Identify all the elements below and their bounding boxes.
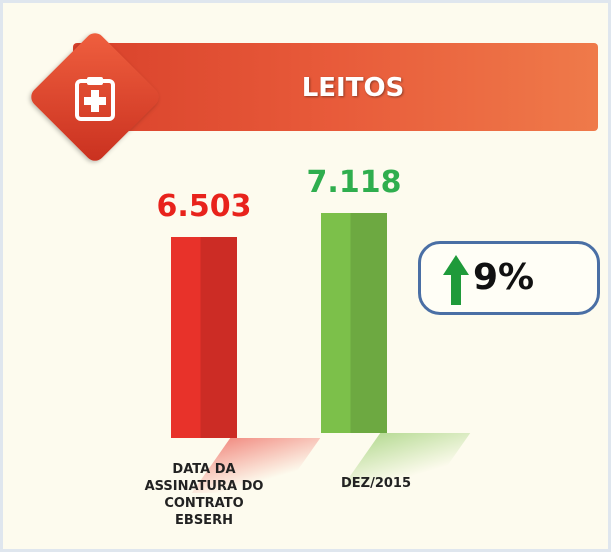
chart-title: LEITOS bbox=[301, 73, 405, 103]
bar bbox=[171, 237, 237, 438]
x-tick-label: DATA DA ASSINATURA DO CONTRATO EBSERH bbox=[144, 462, 264, 528]
value-label: 6.503 bbox=[156, 189, 252, 224]
header-ribbon bbox=[73, 43, 598, 131]
clipboard-icon bbox=[75, 77, 115, 121]
annotation: 9% bbox=[473, 257, 535, 298]
up-arrow bbox=[443, 255, 469, 305]
value-label: 7.118 bbox=[306, 165, 402, 200]
bar bbox=[321, 213, 387, 433]
x-tick-label: DEZ/2015 bbox=[340, 476, 412, 491]
annotation-box bbox=[418, 241, 600, 315]
